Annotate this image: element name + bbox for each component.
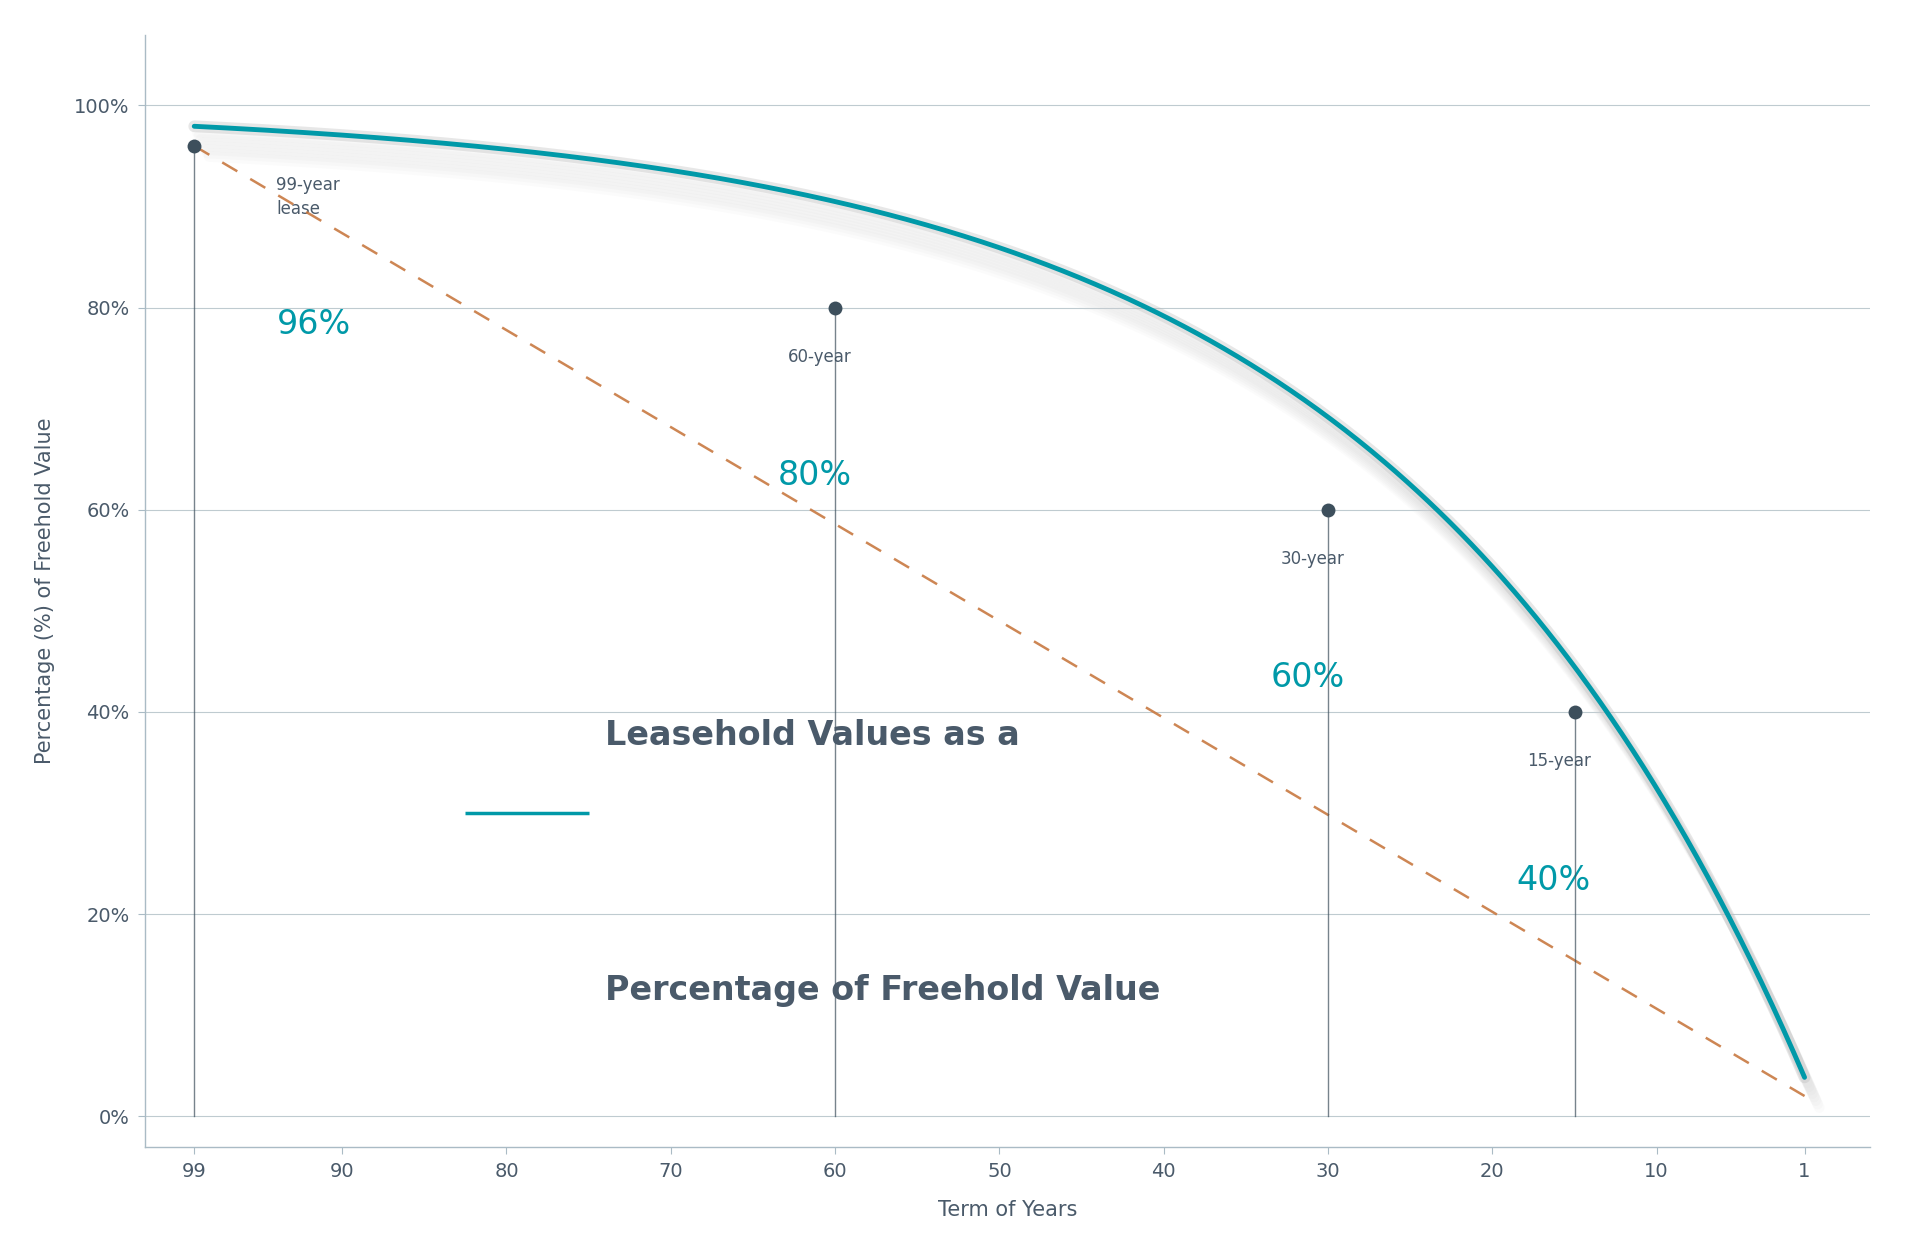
Text: 60%: 60% (1271, 661, 1345, 694)
Y-axis label: Percentage (%) of Freehold Value: Percentage (%) of Freehold Value (34, 418, 55, 764)
Text: Percentage of Freehold Value: Percentage of Freehold Value (606, 974, 1160, 1007)
X-axis label: Term of Years: Term of Years (937, 1200, 1078, 1220)
Text: 30-year: 30-year (1280, 550, 1345, 569)
Text: 99-year
lease: 99-year lease (276, 176, 341, 218)
Text: 96%: 96% (276, 307, 351, 340)
Text: 40%: 40% (1516, 863, 1591, 896)
Text: Leasehold Values as a: Leasehold Values as a (606, 719, 1019, 752)
Text: 80%: 80% (777, 459, 852, 492)
Text: 15-year: 15-year (1528, 752, 1591, 771)
Text: 60-year: 60-year (789, 348, 852, 366)
